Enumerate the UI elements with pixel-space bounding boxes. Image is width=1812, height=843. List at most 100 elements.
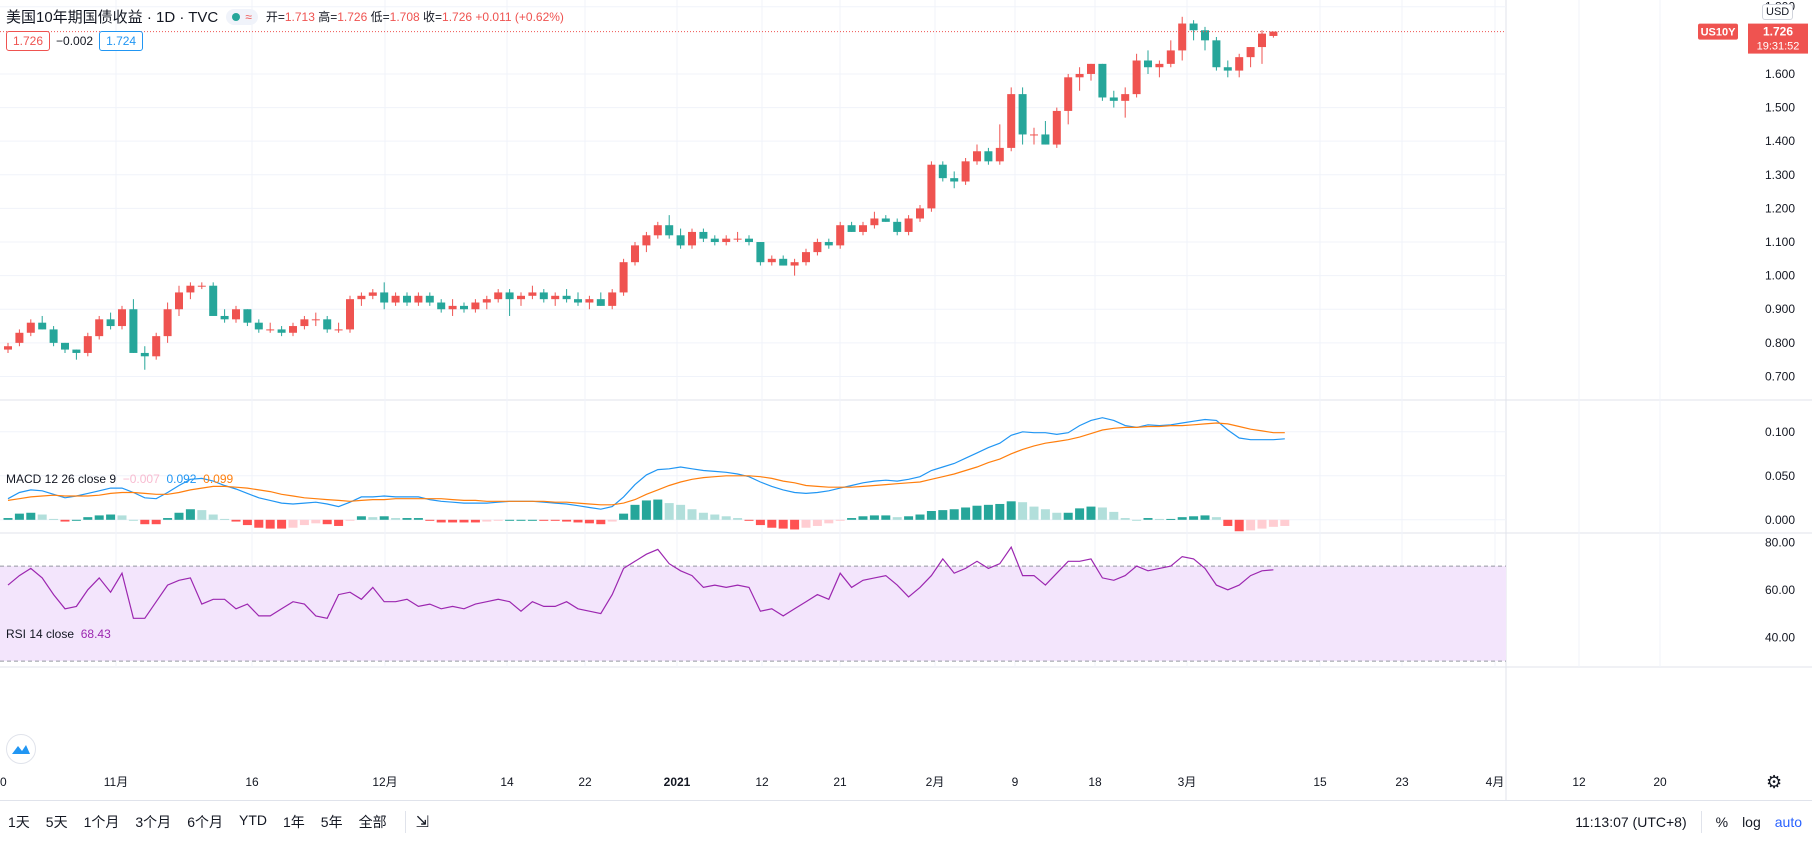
- range-5d-button[interactable]: 5天: [45, 813, 68, 830]
- symbol-legend[interactable]: 美国10年期国债收益 · 1D · TVC ≈ 开=1.713 高=1.726 …: [6, 6, 564, 27]
- macd-histogram-bar: [14, 513, 24, 520]
- candle-body: [1132, 60, 1141, 95]
- candle-body: [1007, 94, 1016, 148]
- candle-body: [323, 319, 332, 330]
- candle-body: [596, 299, 605, 306]
- buy-price-button[interactable]: 1.724: [99, 31, 144, 51]
- range-1y-button[interactable]: 1年: [282, 813, 305, 830]
- rsi-value: 68.43: [80, 627, 111, 641]
- candle-body: [562, 295, 571, 300]
- range-6m-button[interactable]: 6个月: [187, 813, 223, 830]
- symbol-badge-bg: [1698, 23, 1738, 40]
- auto-scale-toggle[interactable]: auto: [1774, 814, 1802, 830]
- candle-body: [745, 238, 753, 243]
- gear-icon[interactable]: ⚙: [1766, 772, 1783, 792]
- last-price-badge-bg: [1748, 23, 1808, 54]
- macd-histogram-bar: [1040, 509, 1050, 520]
- macd-histogram-bar: [413, 518, 423, 520]
- symbol-title[interactable]: 美国10年期国债收益 · 1D · TVC: [6, 9, 219, 26]
- range-ytd-button[interactable]: YTD: [238, 811, 267, 828]
- candle-body: [494, 292, 503, 300]
- macd-tick-label: 0.100: [1765, 425, 1795, 439]
- percent-toggle[interactable]: %: [1715, 814, 1729, 830]
- macd-histogram-bar: [391, 518, 401, 520]
- candle-body: [1098, 63, 1107, 98]
- sell-price-button[interactable]: 1.726: [6, 31, 51, 51]
- macd-histogram-bar: [995, 503, 1005, 520]
- range-5y-button[interactable]: 5年: [320, 813, 343, 830]
- goto-date-icon[interactable]: ⇲: [415, 813, 429, 831]
- macd-histogram-bar: [334, 519, 344, 526]
- candle-body: [1189, 23, 1198, 31]
- macd-histogram-bar: [49, 518, 59, 520]
- macd-histogram-bar: [653, 499, 663, 520]
- macd-histogram-bar: [949, 509, 959, 520]
- bottom-toolbar: 1天 5天 1个月 3个月 6个月 YTD 1年 5年 全部 ⇲ 11:13:0…: [0, 800, 1812, 842]
- candle-body: [15, 332, 24, 343]
- macd-histogram-bar: [767, 519, 777, 528]
- candle-body: [4, 346, 12, 350]
- macd-histogram-bar: [208, 514, 218, 520]
- macd-histogram-bar: [687, 509, 697, 520]
- range-all-button[interactable]: 全部: [358, 813, 387, 830]
- rsi-band: [0, 565, 1506, 662]
- chart-canvas[interactable]: 0 11月 16 12月 14 22 2021 12 21 2月 9 18 3月 15 23 4月 12 20 1.…: [0, 0, 1812, 800]
- candle-body: [1144, 60, 1152, 68]
- candle-body: [403, 295, 411, 303]
- macd-histogram-bar: [539, 519, 549, 521]
- candle-body: [608, 292, 617, 306]
- range-1d-button[interactable]: 1天: [8, 813, 30, 830]
- macd-histogram-bar: [482, 519, 492, 522]
- price-tick-label: 0.900: [1765, 302, 1795, 316]
- macd-histogram-bar: [242, 519, 252, 526]
- candle-body: [813, 242, 822, 253]
- range-1m-button[interactable]: 1个月: [83, 813, 120, 830]
- macd-histogram-bar: [641, 500, 651, 520]
- time-axis-label: 11月: [104, 775, 128, 789]
- candle-body: [802, 252, 810, 263]
- macd-histogram-bar: [379, 516, 389, 520]
- candlestick-series[interactable]: [4, 16, 1278, 370]
- candle-body: [551, 295, 560, 300]
- candle-body: [368, 292, 377, 296]
- macd-histogram-bar: [1006, 501, 1016, 520]
- currency-label[interactable]: USD: [1762, 4, 1794, 20]
- candle-body: [779, 258, 788, 266]
- range-3m-button[interactable]: 3个月: [135, 813, 172, 830]
- price-tick-label: 1.600: [1765, 67, 1795, 81]
- macd-histogram-bar: [493, 519, 503, 521]
- candle-body: [186, 285, 195, 293]
- rsi-legend[interactable]: RSI 14 close 68.43: [6, 627, 111, 641]
- macd-histogram-bar: [1132, 519, 1142, 521]
- macd-histogram-bar: [915, 514, 925, 520]
- macd-histogram-bar: [459, 519, 469, 523]
- tradingview-logo-icon[interactable]: [6, 734, 36, 764]
- candle-body: [61, 342, 69, 350]
- macd-histogram-bar: [812, 519, 822, 526]
- rsi-series[interactable]: [7, 545, 1274, 619]
- candle-body: [824, 242, 833, 246]
- macd-histogram-bar: [436, 519, 446, 523]
- candle-body: [232, 309, 240, 320]
- rsi-tick-label: 40.00: [1765, 630, 1795, 644]
- chart-axes: 0 11月 16 12月 14 22 2021 12 21 2月 9 18 3月 15 23 4月 12 20 1.…: [0, 0, 1808, 789]
- market-status-badge[interactable]: ≈: [226, 8, 258, 25]
- macd-histogram-bar: [425, 519, 435, 521]
- clock-time[interactable]: 11:13:07 (UTC+8): [1575, 814, 1687, 830]
- signal-line: [7, 422, 1285, 506]
- candle-body: [311, 319, 320, 321]
- macd-histogram-bar: [733, 518, 743, 520]
- macd-histogram-bar: [254, 519, 264, 528]
- macd-legend[interactable]: MACD 12 26 close 9 −0.007 0.092 0.099: [6, 472, 233, 486]
- macd-histogram-bar: [1234, 519, 1244, 532]
- macd-histogram-bar: [630, 504, 640, 520]
- macd-series[interactable]: [3, 417, 1290, 532]
- macd-histogram-bar: [277, 519, 287, 529]
- candle-body: [254, 322, 263, 330]
- log-toggle[interactable]: log: [1742, 814, 1761, 830]
- time-axis-label: 0: [0, 775, 7, 789]
- toolbar-divider: [404, 810, 406, 833]
- macd-histogram-bar: [881, 515, 891, 520]
- candle-body: [859, 225, 867, 232]
- macd-histogram-bar: [721, 516, 731, 520]
